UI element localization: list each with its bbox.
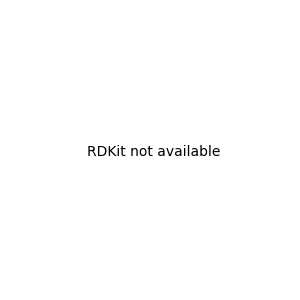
Text: RDKit not available: RDKit not available bbox=[87, 145, 220, 158]
